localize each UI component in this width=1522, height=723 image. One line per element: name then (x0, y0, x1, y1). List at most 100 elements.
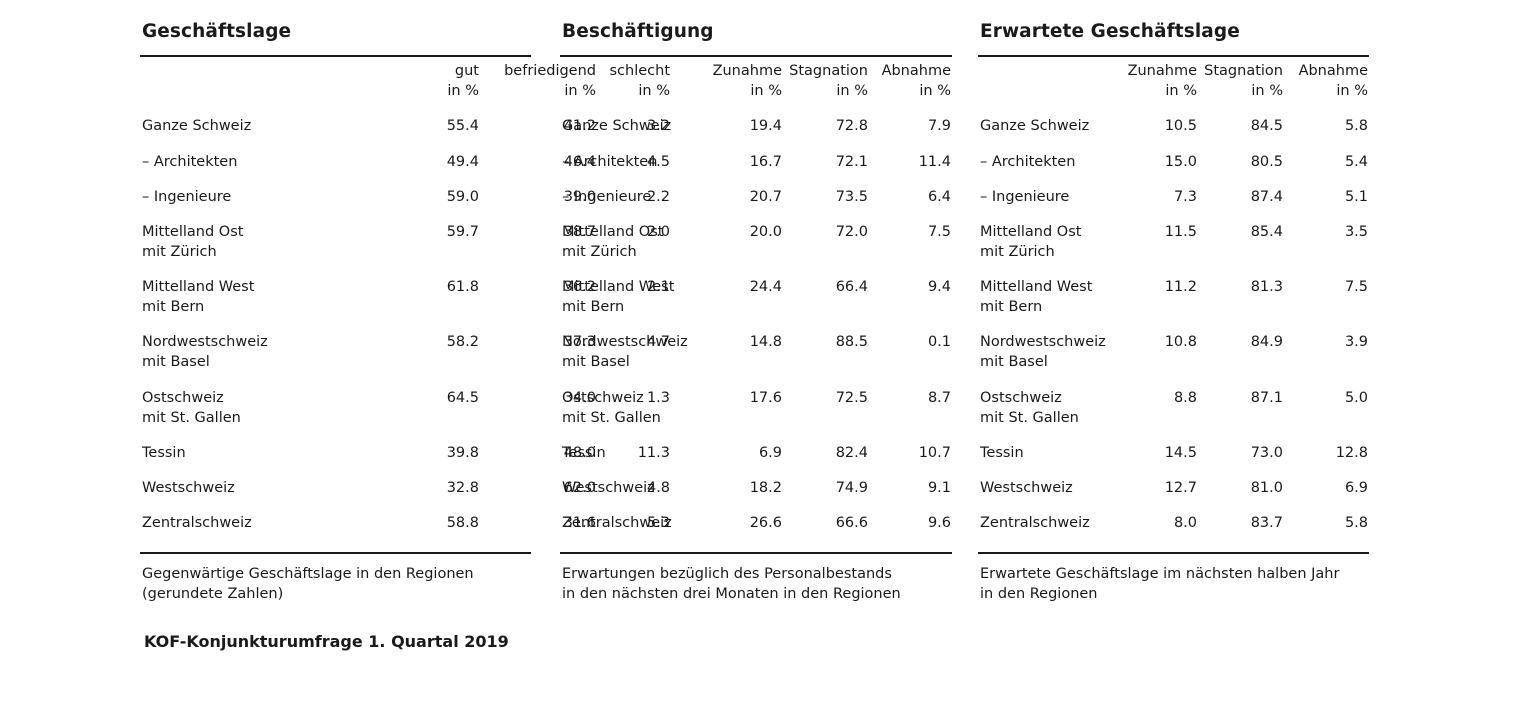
table-cell-value: 36.2 (563, 279, 596, 295)
row-label-line: mit Zürich (142, 244, 217, 260)
top-rule (978, 55, 1369, 57)
caption-line: in den Regionen (980, 586, 1098, 602)
panel-title: Geschäftslage (142, 21, 292, 42)
row-label-line: mit Basel (980, 354, 1048, 370)
table-cell-value: 58.8 (446, 515, 479, 531)
table-cell-value: 73.5 (835, 189, 868, 205)
column-header: Zunahme in % (1128, 61, 1197, 101)
table-cell-value: 72.8 (835, 118, 868, 134)
row-label-line: Nordwestschweiz (562, 334, 688, 350)
row-label-line: Mittelland West (562, 279, 675, 295)
top-rule (140, 55, 531, 57)
column-header-unit: in % (638, 83, 670, 99)
table-cell-value: 55.4 (446, 118, 479, 134)
row-label-line: – Ingenieure (142, 189, 232, 205)
table-cell-value: 6.9 (758, 445, 782, 461)
table-cell-value: 10.5 (1164, 118, 1197, 134)
row-label-line: mit St. Gallen (562, 410, 661, 426)
row-label: Westschweiz (562, 478, 655, 498)
table-cell-value: 5.0 (1344, 390, 1368, 406)
table-cell-value: 3.9 (1344, 334, 1368, 350)
table-cell-value: 20.0 (749, 224, 782, 240)
table-cell-value: 49.4 (446, 154, 479, 170)
table-cell-value: 39.0 (563, 189, 596, 205)
row-label: Nordwestschweiz mit Basel (980, 332, 1106, 372)
table-cell-value: 64.5 (446, 390, 479, 406)
table-cell-value: 5.4 (1344, 154, 1368, 170)
bottom-rule (560, 552, 952, 554)
row-label-line: – Architekten (142, 154, 238, 170)
table-panel: Beschäftigung Zunahme in % Stagnation in % Ab… (560, 0, 952, 620)
caption-line: (gerundete Zahlen) (142, 586, 284, 602)
table-cell-value: 39.8 (446, 445, 479, 461)
table-cell-value: 11.5 (1164, 224, 1197, 240)
table-cell-value: 9.4 (927, 279, 951, 295)
row-label-line: Westschweiz (562, 480, 655, 496)
table-cell-value: 62.0 (563, 480, 596, 496)
column-header: gut in % (447, 61, 479, 101)
table-cell-value: 5.8 (1344, 118, 1368, 134)
table-cell-value: 83.7 (1250, 515, 1283, 531)
source-note: KOF-Konjunkturumfrage 1. Quartal 2019 (144, 632, 509, 651)
row-label: Nordwestschweiz mit Basel (562, 332, 688, 372)
column-header-label: Zunahme (1127, 63, 1197, 79)
table-cell-value: 2.1 (646, 279, 670, 295)
row-label-line: Ostschweiz (980, 390, 1062, 406)
row-label: Mittelland Ost mit Zürich (142, 222, 243, 262)
table-cell-value: 59.0 (446, 189, 479, 205)
row-label: Tessin (980, 443, 1024, 463)
column-header-label: Stagnation (789, 63, 868, 79)
table-cell-value: 14.5 (1164, 445, 1197, 461)
column-header-label: gut (454, 63, 479, 79)
column-header: Abnahme in % (882, 61, 951, 101)
table-cell-value: 72.0 (835, 224, 868, 240)
table-cell-value: 73.0 (1250, 445, 1283, 461)
table-cell-value: 5.1 (1344, 189, 1368, 205)
panel-title: Beschäftigung (562, 21, 714, 42)
column-header-unit: in % (836, 83, 868, 99)
row-label: Mittelland West mit Bern (980, 277, 1092, 317)
row-label-line: mit Bern (980, 299, 1043, 315)
table-caption: Erwartete Geschäftslage im nächsten halb… (980, 564, 1339, 604)
row-label: Westschweiz (142, 478, 235, 498)
row-label: Mittelland West mit Bern (562, 277, 674, 317)
table-cell-value: 11.3 (637, 445, 670, 461)
table-cell-value: 38.7 (563, 224, 596, 240)
table-cell-value: 66.4 (835, 279, 868, 295)
row-label-line: Mittelland West (980, 279, 1093, 295)
table-cell-value: 32.8 (446, 480, 479, 496)
table-panel: Geschäftslage gut in % befriedigend in % schl… (140, 0, 670, 620)
row-label-line: mit Bern (562, 299, 625, 315)
table-cell-value: 88.5 (835, 334, 868, 350)
row-label: – Architekten (562, 152, 657, 172)
row-label-line: Nordwestschweiz (142, 334, 268, 350)
row-label: – Ingenieure (562, 187, 651, 207)
row-label-line: Mittelland Ost (980, 224, 1082, 240)
table-cell-value: 4.7 (646, 334, 670, 350)
column-header: schlecht in % (609, 61, 670, 101)
table-cell-value: 72.1 (835, 154, 868, 170)
table-cell-value: 9.1 (927, 480, 951, 496)
table-cell-value: 11.4 (918, 154, 951, 170)
row-label-line: Zentralschweiz (562, 515, 672, 531)
table-cell-value: 2.2 (646, 189, 670, 205)
table-cell-value: 74.9 (835, 480, 868, 496)
column-header-label: Stagnation (1204, 63, 1283, 79)
row-label-line: mit Bern (142, 299, 205, 315)
caption-line: Erwartungen bezüglich des Personalbestan… (562, 566, 892, 582)
row-label: Ganze Schweiz (980, 116, 1089, 136)
row-label-line: Mittelland Ost (142, 224, 244, 240)
table-cell-value: 3.5 (1344, 224, 1368, 240)
row-label-line: mit St. Gallen (142, 410, 241, 426)
row-label-line: Westschweiz (142, 480, 235, 496)
table-cell-value: 26.6 (749, 515, 782, 531)
table-cell-value: 82.4 (835, 445, 868, 461)
table-cell-value: 84.5 (1250, 118, 1283, 134)
column-header-unit: in % (1165, 83, 1197, 99)
table-cell-value: 72.5 (835, 390, 868, 406)
table-cell-value: 19.4 (749, 118, 782, 134)
table-cell-value: 10.8 (1164, 334, 1197, 350)
column-header-label: Abnahme (881, 63, 951, 79)
row-label: – Ingenieure (142, 187, 231, 207)
row-label: Ostschweiz mit St. Gallen (142, 388, 241, 428)
